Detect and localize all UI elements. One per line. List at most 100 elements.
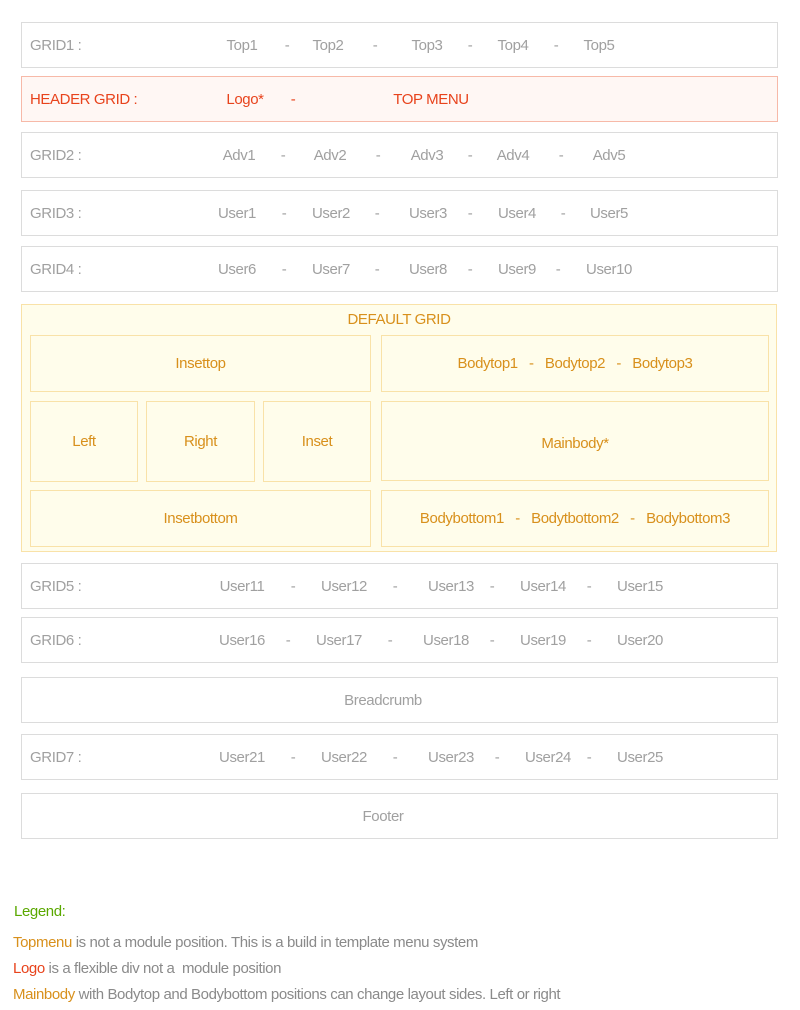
module-position: User7	[311, 261, 351, 278]
legend-line-logo: Logo is a flexible div not a module posi…	[13, 960, 281, 977]
module-position: TOP MENU	[393, 91, 469, 108]
separator: -	[290, 749, 296, 766]
right-box: Right	[146, 401, 255, 482]
header-label: HEADER GRID :	[30, 91, 138, 108]
module-position: User14	[520, 578, 566, 595]
insettop-box: Insettop	[30, 335, 371, 392]
module-position: Adv3	[410, 147, 444, 164]
module-position: Top4	[497, 37, 529, 54]
separator: -	[374, 261, 380, 278]
module-position: User22	[321, 749, 367, 766]
separator: -	[467, 261, 473, 278]
module-position: User9	[497, 261, 537, 278]
module-position: User21	[219, 749, 265, 766]
separator: -	[489, 632, 495, 649]
mainbody-box: Mainbody*	[381, 401, 769, 481]
footer-label: Footer	[362, 808, 404, 825]
separator: -	[558, 147, 564, 164]
module-position: Top5	[583, 37, 615, 54]
left-box: Left	[30, 401, 138, 482]
separator: -	[392, 578, 398, 595]
separator: -	[560, 205, 566, 222]
module-position: User12	[321, 578, 367, 595]
separator: -	[586, 749, 592, 766]
legend-title: Legend:	[14, 903, 66, 920]
module-position: User15	[617, 578, 663, 595]
bodytop-box: Bodytop1 - Bodytop2 - Bodytop3	[381, 335, 769, 392]
grid3-label: GRID3 :	[30, 205, 82, 222]
separator: -	[586, 632, 592, 649]
grid3-row: GRID3 : User1 User2 User3 User4 User5 - - - -	[21, 190, 778, 236]
module-position: User18	[423, 632, 469, 649]
grid1-row: GRID1 : Top1 Top2 Top3 Top4 Top5 - - - -	[21, 22, 778, 68]
module-position: User11	[219, 578, 265, 595]
separator: -	[387, 632, 393, 649]
inset-box: Inset	[263, 401, 371, 482]
module-position: Logo*	[226, 91, 264, 108]
module-position: User3	[408, 205, 448, 222]
default-grid-title: DEFAULT GRID	[347, 311, 451, 328]
separator: -	[374, 205, 380, 222]
grid5-label: GRID5 :	[30, 578, 82, 595]
header-row: HEADER GRID : Logo* TOP MENU -	[21, 76, 778, 122]
grid4-row: GRID4 : User6 User7 User8 User9 User10 - - - -	[21, 246, 778, 292]
module-position: User1	[217, 205, 257, 222]
grid7-label: GRID7 :	[30, 749, 82, 766]
module-position: Adv2	[313, 147, 347, 164]
legend-line-topmenu: Topmenu is not a module position. This i…	[13, 934, 478, 951]
separator: -	[489, 578, 495, 595]
grid6-label: GRID6 :	[30, 632, 82, 649]
legend-text: is not a module position. This is a buil…	[71, 934, 479, 951]
module-position: Adv1	[222, 147, 256, 164]
insetbottom-box: Insetbottom	[30, 490, 371, 547]
module-position: User5	[589, 205, 629, 222]
module-position: User19	[520, 632, 566, 649]
module-position: User13	[428, 578, 474, 595]
module-position: User23	[428, 749, 474, 766]
grid4-label: GRID4 :	[30, 261, 82, 278]
separator: -	[285, 632, 291, 649]
module-position: User16	[219, 632, 265, 649]
separator: -	[290, 578, 296, 595]
separator: -	[372, 37, 378, 54]
module-position: Top3	[411, 37, 443, 54]
grid5-row: GRID5 : User11 User12 User13 User14 User15 - - -…	[21, 563, 778, 609]
module-position: User17	[316, 632, 362, 649]
separator: -	[281, 261, 287, 278]
module-position: User20	[617, 632, 663, 649]
module-position: Adv5	[592, 147, 626, 164]
default-grid: DEFAULT GRID Insettop Bodytop1 - Bodytop…	[21, 304, 777, 552]
separator: -	[280, 147, 286, 164]
separator: -	[284, 37, 290, 54]
module-position: User2	[311, 205, 351, 222]
module-position: User10	[586, 261, 632, 278]
module-position: User8	[408, 261, 448, 278]
legend-text: with Bodytop and Bodybottom positions ca…	[74, 986, 561, 1003]
module-position: Top1	[226, 37, 258, 54]
legend-text: is a flexible div not a module position	[44, 960, 282, 977]
grid2-row: GRID2 : Adv1 Adv2 Adv3 Adv4 Adv5 - - - -	[21, 132, 778, 178]
bodybottom-box: Bodybottom1 - Bodytbottom2 - Bodybottom3	[381, 490, 769, 547]
module-position: Adv4	[496, 147, 530, 164]
separator: -	[375, 147, 381, 164]
legend-key: Mainbody	[13, 986, 75, 1003]
module-position: User4	[497, 205, 537, 222]
grid7-row: GRID7 : User21 User22 User23 User24 User25 - - -…	[21, 734, 778, 780]
breadcrumb-row: Breadcrumb	[21, 677, 778, 723]
separator: -	[467, 147, 473, 164]
module-position: Top2	[312, 37, 344, 54]
legend-line-mainbody: Mainbody with Bodytop and Bodybottom pos…	[13, 986, 561, 1003]
separator: -	[555, 261, 561, 278]
separator: -	[281, 205, 287, 222]
grid2-label: GRID2 :	[30, 147, 82, 164]
separator: -	[392, 749, 398, 766]
separator: -	[553, 37, 559, 54]
separator: -	[494, 749, 500, 766]
separator: -	[290, 91, 296, 108]
grid1-label: GRID1 :	[30, 37, 82, 54]
separator: -	[586, 578, 592, 595]
module-position: User6	[217, 261, 257, 278]
breadcrumb-label: Breadcrumb	[344, 692, 422, 709]
separator: -	[467, 37, 473, 54]
module-position: User24	[525, 749, 571, 766]
